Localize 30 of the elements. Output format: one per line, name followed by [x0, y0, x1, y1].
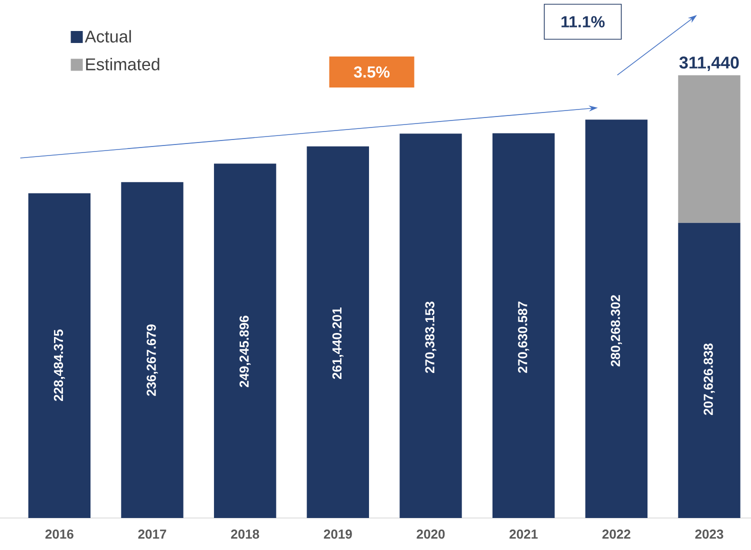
bar — [678, 222, 740, 518]
x-tick-label: 2020 — [416, 530, 445, 539]
bar — [306, 146, 370, 518]
bar — [678, 75, 740, 223]
x-tick-label: 2022 — [602, 530, 630, 539]
data-label: 280,268.302 — [610, 295, 622, 366]
bar — [28, 193, 91, 518]
data-label: 270,630.587 — [518, 302, 530, 373]
total-label: 311,440 — [679, 56, 739, 72]
data-label: 236,267.679 — [146, 324, 158, 396]
bar — [400, 134, 462, 518]
legend-label: Estimated — [86, 58, 160, 70]
bar — [121, 182, 184, 518]
data-label: 270,383.153 — [425, 302, 436, 374]
bar — [492, 133, 555, 518]
x-tick-label: 2016 — [45, 530, 74, 539]
x-tick-label: 2023 — [695, 530, 724, 539]
data-label: 228,484.375 — [54, 330, 65, 402]
x-tick-label: 2021 — [510, 530, 538, 539]
bar — [585, 120, 648, 518]
legend-label: Actual — [84, 30, 131, 43]
data-label: 249,245.896 — [240, 316, 251, 388]
data-label: 207,626.838 — [704, 344, 715, 415]
annotation: 3.5% — [354, 66, 390, 78]
data-label: 261,440.201 — [332, 308, 344, 380]
text: 11.1% — [562, 16, 605, 28]
x-tick-label: 2019 — [324, 530, 352, 539]
x-tick-label: 2017 — [138, 530, 166, 539]
x-tick-label: 2018 — [231, 530, 260, 539]
bar — [214, 164, 276, 518]
